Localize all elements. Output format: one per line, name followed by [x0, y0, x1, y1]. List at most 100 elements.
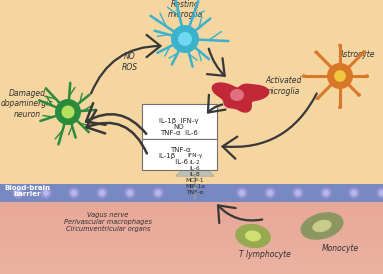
- Bar: [0, 216, 383, 219]
- Bar: [0, 0, 383, 184]
- Circle shape: [265, 187, 275, 198]
- Bar: [0, 197, 383, 200]
- Bar: [0, 203, 383, 206]
- Bar: [0, 255, 383, 258]
- Circle shape: [295, 190, 301, 196]
- Bar: [0, 178, 383, 181]
- Bar: [0, 148, 383, 151]
- Bar: [0, 110, 383, 112]
- Circle shape: [71, 190, 77, 196]
- Bar: [0, 79, 383, 82]
- Bar: [0, 8, 383, 11]
- Circle shape: [152, 187, 164, 198]
- Bar: [0, 85, 383, 88]
- Text: Vagus nerve
Perivascular macrophages
Circumventricular organs: Vagus nerve Perivascular macrophages Cir…: [64, 212, 152, 232]
- Text: Resting
microglia: Resting microglia: [167, 0, 203, 19]
- Bar: [0, 234, 383, 238]
- Circle shape: [321, 187, 332, 198]
- Bar: [0, 145, 383, 148]
- Circle shape: [69, 187, 80, 198]
- Circle shape: [267, 190, 273, 196]
- Ellipse shape: [316, 97, 320, 100]
- Bar: [0, 41, 383, 44]
- FancyBboxPatch shape: [141, 138, 216, 170]
- Bar: [0, 266, 383, 269]
- Bar: [0, 60, 383, 63]
- Bar: [0, 189, 383, 192]
- Circle shape: [127, 190, 133, 196]
- Bar: [0, 195, 383, 197]
- Bar: [0, 220, 383, 224]
- Bar: [0, 258, 383, 260]
- Bar: [0, 170, 383, 173]
- Bar: [0, 260, 383, 263]
- Bar: [0, 44, 383, 47]
- Bar: [0, 121, 383, 123]
- Ellipse shape: [338, 44, 342, 47]
- Ellipse shape: [334, 70, 346, 82]
- Bar: [0, 252, 383, 255]
- Bar: [0, 58, 383, 60]
- Ellipse shape: [365, 74, 369, 78]
- Bar: [0, 231, 383, 234]
- Bar: [0, 227, 383, 230]
- Text: IL-1β  IFN-γ: IL-1β IFN-γ: [159, 118, 199, 124]
- Bar: [0, 63, 383, 66]
- Bar: [0, 16, 383, 19]
- Bar: [0, 19, 383, 22]
- Circle shape: [349, 187, 360, 198]
- Bar: [0, 101, 383, 104]
- Bar: [0, 230, 383, 233]
- Bar: [0, 11, 383, 14]
- Bar: [0, 71, 383, 74]
- Bar: [0, 200, 383, 203]
- Bar: [0, 241, 383, 244]
- Bar: [0, 242, 383, 245]
- Bar: [0, 0, 383, 3]
- Bar: [0, 256, 383, 259]
- Circle shape: [13, 187, 23, 198]
- Ellipse shape: [230, 89, 244, 101]
- Bar: [0, 181, 383, 184]
- Circle shape: [351, 190, 357, 196]
- Bar: [0, 245, 383, 249]
- Bar: [0, 30, 383, 33]
- Text: Activated
microglia: Activated microglia: [265, 76, 301, 96]
- Bar: [0, 186, 383, 189]
- Ellipse shape: [245, 230, 261, 241]
- Bar: [0, 252, 383, 256]
- Ellipse shape: [171, 25, 199, 53]
- Bar: [0, 93, 383, 96]
- Bar: [0, 96, 383, 99]
- Bar: [0, 156, 383, 159]
- Bar: [0, 233, 383, 236]
- Ellipse shape: [301, 212, 344, 240]
- Text: IFN-γ
IL-2
IL-6
IL-8
MCP-1
MIP-1α
TNF-α: IFN-γ IL-2 IL-6 IL-8 MCP-1 MIP-1α TNF-α: [185, 153, 205, 195]
- Bar: [0, 142, 383, 145]
- Bar: [0, 82, 383, 85]
- Circle shape: [15, 190, 21, 196]
- Polygon shape: [212, 83, 269, 112]
- Text: Damaged
dopaminergic
neuron: Damaged dopaminergic neuron: [1, 89, 53, 119]
- Bar: [0, 3, 383, 5]
- Text: TNF-α: TNF-α: [170, 147, 191, 153]
- Bar: [0, 206, 383, 208]
- Bar: [0, 5, 383, 8]
- Ellipse shape: [62, 105, 75, 118]
- Bar: [0, 211, 383, 214]
- Bar: [0, 224, 383, 227]
- Ellipse shape: [178, 32, 192, 46]
- Bar: [0, 173, 383, 175]
- Bar: [0, 151, 383, 153]
- Bar: [0, 164, 383, 167]
- Text: IL-1β: IL-1β: [158, 153, 175, 159]
- Bar: [0, 267, 383, 270]
- Bar: [0, 206, 383, 209]
- Ellipse shape: [338, 105, 342, 109]
- Bar: [0, 47, 383, 49]
- Circle shape: [236, 187, 247, 198]
- Bar: [0, 225, 383, 227]
- Bar: [0, 38, 383, 41]
- Bar: [0, 49, 383, 52]
- Ellipse shape: [357, 93, 361, 97]
